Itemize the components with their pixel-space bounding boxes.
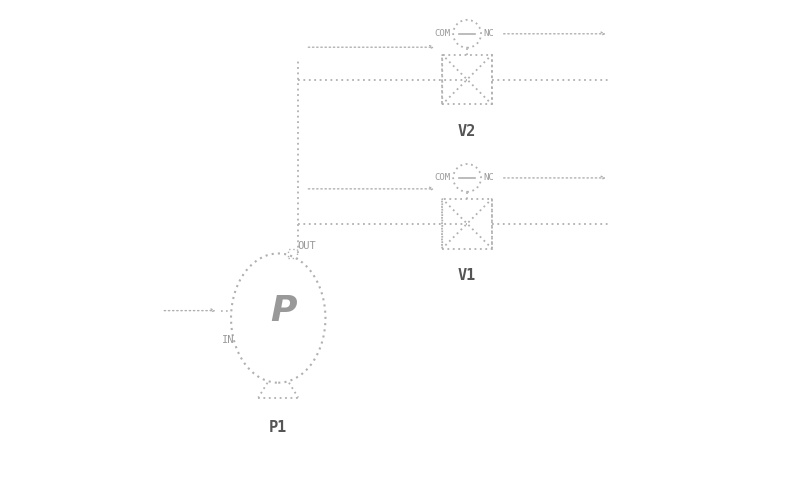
Bar (288, 249, 297, 258)
Text: COM: COM (434, 29, 450, 38)
Text: NC: NC (483, 173, 494, 182)
Text: V1: V1 (458, 268, 476, 283)
Text: IN: IN (222, 335, 234, 345)
Text: COM: COM (434, 173, 450, 182)
Text: P: P (270, 294, 297, 328)
Text: P1: P1 (269, 420, 287, 435)
Text: V2: V2 (458, 124, 476, 139)
Bar (442, 55, 492, 104)
Text: OUT: OUT (298, 241, 316, 251)
Text: NC: NC (483, 29, 494, 38)
Bar (442, 199, 492, 248)
